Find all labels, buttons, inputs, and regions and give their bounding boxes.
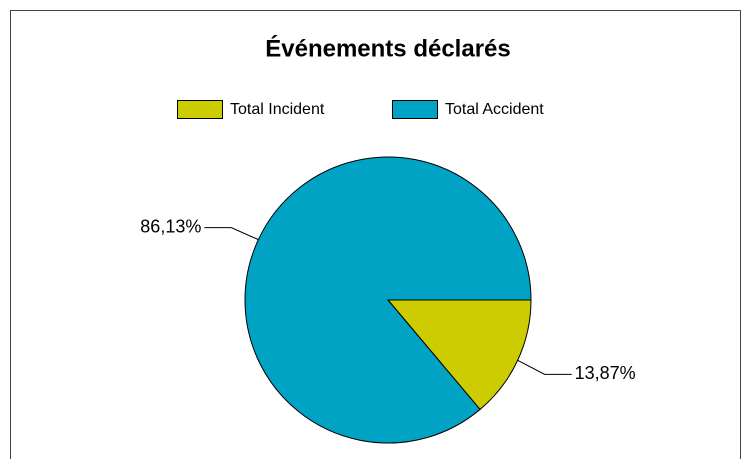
pie-slice — [244, 156, 532, 444]
leader-line — [204, 227, 259, 241]
pie-slice — [386, 299, 532, 411]
legend-swatch — [392, 100, 438, 119]
data-label: 86,13% — [140, 216, 201, 236]
legend-label: Total Incident — [230, 101, 325, 118]
data-label: 13,87% — [575, 363, 636, 383]
legend-swatch — [177, 100, 223, 119]
legend-label: Total Accident — [445, 101, 544, 118]
chart-title: Événements déclarés — [265, 34, 510, 62]
leader-line — [517, 359, 572, 375]
